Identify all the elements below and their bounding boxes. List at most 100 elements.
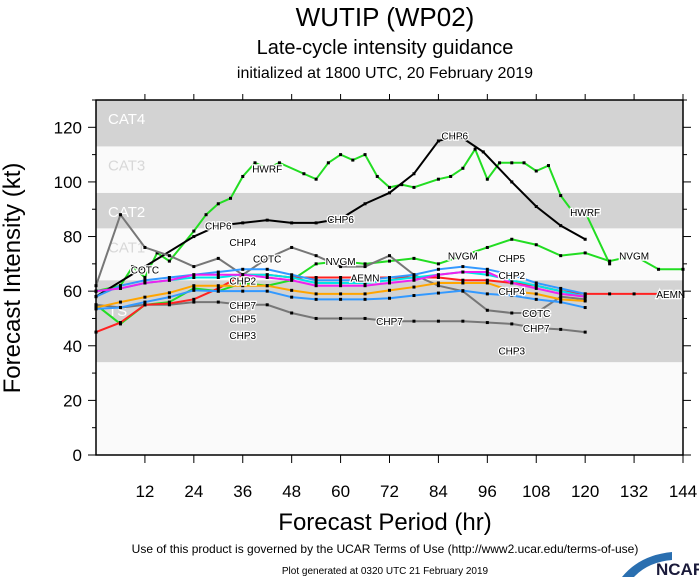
data-point [290, 245, 294, 249]
data-point [253, 161, 257, 165]
data-point [241, 174, 245, 178]
ncar-logo: NCAR [622, 552, 699, 579]
data-point [583, 251, 587, 255]
x-tick-label: 132 [620, 482, 648, 501]
series-label: CHP3 [229, 331, 256, 342]
y-tick-label: 60 [63, 282, 82, 301]
data-point [534, 205, 538, 208]
data-point [510, 237, 514, 241]
data-point [388, 259, 391, 263]
data-point [216, 286, 220, 290]
series-label: CHP3 [498, 347, 525, 358]
data-point [118, 321, 122, 325]
data-point [559, 292, 563, 296]
chart-subtitle-init: initialized at 1800 UTC, 20 February 201… [237, 65, 533, 82]
data-point [290, 295, 294, 299]
data-point [412, 294, 416, 298]
x-tick-label: 12 [135, 482, 154, 501]
data-point [363, 202, 367, 206]
y-tick-label: 0 [73, 446, 82, 465]
series-label: HWRF [570, 208, 600, 219]
series-label: CHP2 [498, 271, 525, 282]
data-point [461, 254, 465, 258]
data-point [216, 202, 220, 206]
data-point [657, 267, 661, 271]
data-point [485, 292, 489, 296]
data-point [559, 224, 563, 228]
data-point [339, 297, 343, 301]
y-axis-label: Forecast Intensity (kt) [0, 163, 26, 394]
data-point [216, 256, 220, 260]
chart-title: WUTIP (WP02) [296, 2, 475, 32]
data-point [375, 174, 379, 178]
data-point [131, 265, 135, 269]
data-point [290, 288, 294, 292]
data-point [167, 291, 171, 295]
series-label: CHP7 [523, 324, 550, 335]
x-tick-label: 120 [571, 482, 599, 501]
data-point [363, 316, 367, 320]
x-tick-label: 60 [331, 482, 350, 501]
data-point [314, 254, 318, 258]
data-point [339, 281, 343, 285]
data-point [534, 284, 538, 288]
data-point [192, 284, 196, 288]
x-tick-label: 84 [429, 482, 448, 501]
band-label-cat2: CAT2 [108, 204, 145, 221]
data-point [412, 256, 416, 260]
x-tick-label: 48 [282, 482, 301, 501]
data-point [167, 278, 171, 282]
series-line-chp6 [95, 134, 586, 298]
data-point [388, 191, 391, 195]
data-point [559, 289, 563, 293]
series-label: COTC [253, 254, 281, 265]
data-point [363, 262, 367, 266]
data-point [363, 297, 367, 301]
band-cat4 [96, 100, 683, 147]
data-point [204, 213, 208, 217]
data-point [314, 284, 318, 288]
data-point [216, 273, 220, 277]
data-point [265, 267, 269, 271]
x-tick-label: 144 [669, 482, 697, 501]
x-tick-label: 36 [233, 482, 252, 501]
data-point [436, 262, 440, 266]
data-point [265, 276, 269, 279]
data-point [657, 292, 661, 296]
data-point [534, 326, 538, 330]
data-point [265, 256, 269, 260]
data-point [339, 276, 343, 279]
data-point [339, 265, 343, 269]
data-point [534, 311, 538, 315]
data-point [143, 295, 147, 299]
data-point [608, 259, 612, 263]
data-point [412, 273, 416, 277]
x-tick-label: 24 [184, 482, 203, 501]
series-label: CHP6 [327, 215, 354, 226]
data-point [216, 276, 220, 279]
data-point [412, 185, 416, 189]
series-label: COTC [131, 265, 159, 276]
series-label: CHP2 [229, 276, 256, 287]
series-label: CHP7 [376, 317, 403, 328]
data-point [363, 278, 367, 282]
data-point [388, 296, 391, 300]
y-tick-label: 120 [54, 118, 82, 137]
data-point [363, 281, 367, 285]
data-point [277, 161, 281, 165]
data-point [290, 273, 294, 277]
data-point [167, 301, 171, 305]
data-point [241, 281, 245, 285]
data-point [449, 174, 453, 178]
x-tick-label: 72 [380, 482, 399, 501]
data-point [436, 284, 440, 288]
data-point [326, 161, 330, 165]
data-point [461, 166, 465, 170]
series-label: CHP6 [441, 132, 468, 143]
series-group: HWRF HWRF NVGM NVGM NVGM CHP6 CHP6 CHP6 COTC COTC… [94, 130, 686, 359]
data-point [314, 262, 318, 266]
data-point [118, 286, 122, 290]
data-point [510, 289, 514, 293]
data-point [388, 288, 391, 292]
